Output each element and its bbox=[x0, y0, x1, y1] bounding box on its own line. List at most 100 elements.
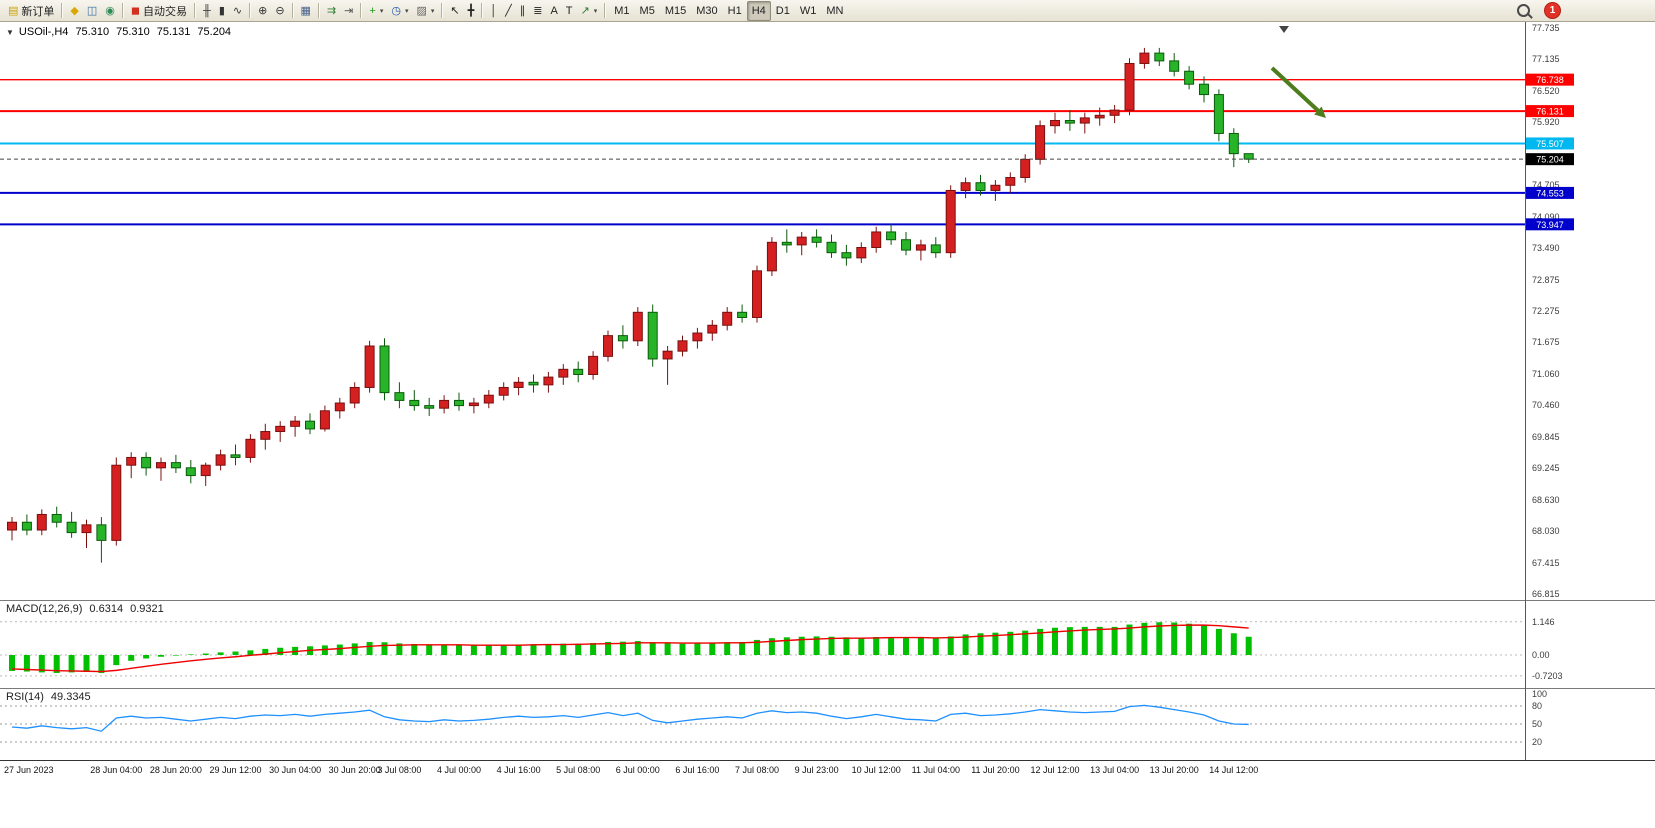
auto-scroll-icon: ⇉ bbox=[326, 4, 337, 17]
chart-shift-marker[interactable] bbox=[1279, 26, 1289, 33]
macd-histogram-bar bbox=[456, 645, 462, 655]
macd-histogram-bar bbox=[262, 648, 269, 655]
ohlc-close: 75.204 bbox=[197, 26, 232, 38]
macd-histogram-bar bbox=[232, 651, 239, 655]
indicators-button[interactable]: + ▾ bbox=[365, 2, 387, 20]
candle bbox=[930, 237, 941, 258]
arrows-icon: ↗ bbox=[580, 4, 590, 17]
vertical-line-button[interactable]: │ bbox=[486, 2, 501, 20]
rsi-scale-label: 100 bbox=[1532, 689, 1547, 699]
text-button[interactable]: A bbox=[546, 2, 561, 20]
macd-histogram-bar bbox=[605, 641, 611, 655]
macd-histogram-bar bbox=[1171, 622, 1178, 655]
candle bbox=[126, 452, 137, 479]
time-axis-label: 30 Jun 20:00 bbox=[329, 765, 381, 775]
bar-chart-button[interactable]: ╫ bbox=[199, 2, 215, 20]
candle bbox=[1243, 153, 1254, 163]
zoom-in-button[interactable]: ⊕ bbox=[254, 2, 271, 20]
time-axis-label: 14 Jul 12:00 bbox=[1209, 765, 1258, 775]
candle bbox=[707, 320, 718, 341]
trend-arrow-annotation[interactable] bbox=[1270, 66, 1326, 118]
candle bbox=[1020, 154, 1031, 183]
navigator-button[interactable]: ◉ bbox=[101, 2, 119, 20]
timeframe-m15[interactable]: M15 bbox=[664, 4, 687, 17]
candle bbox=[1005, 172, 1016, 194]
time-axis-label: 28 Jun 04:00 bbox=[90, 765, 142, 775]
macd-histogram-bar bbox=[634, 641, 641, 655]
macd-histogram-bar bbox=[739, 641, 746, 655]
timeframe-m1[interactable]: M1 bbox=[614, 4, 630, 17]
toolbar-left-groups: ▤ 新订单 ◆ ◫ ◉ ◼ 自动交易 ╫ ▮ ∿ ⊕ ⊖ ▦ ⇉ ⇥ + ▾ ◷ ▾ ▨ ▾ ↖ ╋ │ ╱ ∥ ≣ A T ↗ ▾ M1 M5… bbox=[4, 0, 848, 22]
candle bbox=[528, 374, 539, 393]
price-axis-label: 72.875 bbox=[1532, 275, 1560, 285]
periods-button[interactable]: ◷ ▾ bbox=[387, 2, 412, 20]
price-axis-label: 68.030 bbox=[1532, 526, 1560, 536]
notification-badge[interactable]: 1 bbox=[1544, 2, 1561, 19]
candle bbox=[185, 460, 196, 484]
auto-trading-button[interactable]: ◼ 自动交易 bbox=[127, 2, 191, 20]
one-click-trading-expand-icon[interactable]: ▼ bbox=[6, 27, 14, 37]
tile-windows-button[interactable]: ▦ bbox=[297, 2, 315, 20]
auto-trading-button-label: 自动交易 bbox=[143, 5, 188, 18]
macd-histogram-bar bbox=[1096, 626, 1103, 655]
timeframe-h1[interactable]: H1 bbox=[727, 4, 742, 17]
channel-button[interactable]: ∥ bbox=[516, 2, 530, 20]
rsi-header: RSI(14) 49.3345 bbox=[6, 691, 91, 703]
arrows-button[interactable]: ↗ ▾ bbox=[577, 2, 602, 20]
candle bbox=[573, 361, 584, 383]
timeframe-w1[interactable]: W1 bbox=[799, 4, 817, 17]
rsi-scale-label: 50 bbox=[1532, 719, 1542, 729]
fibonacci-button[interactable]: ≣ bbox=[529, 2, 546, 20]
label-button[interactable]: T bbox=[562, 2, 577, 20]
zoom-out-button[interactable]: ⊖ bbox=[271, 2, 288, 20]
auto-scroll-button[interactable]: ⇉ bbox=[323, 2, 340, 20]
timeframe-mn[interactable]: MN bbox=[826, 4, 844, 17]
macd-histogram-bar bbox=[783, 637, 790, 655]
new-order-button[interactable]: ▤ 新订单 bbox=[4, 2, 58, 20]
data-window-button[interactable]: ◫ bbox=[83, 2, 101, 20]
macd-histogram-bar bbox=[381, 642, 388, 655]
macd-histogram-bar bbox=[1141, 622, 1148, 655]
timeframe-m30[interactable]: M30 bbox=[696, 4, 718, 17]
candle bbox=[141, 452, 152, 476]
toolbar-separator bbox=[604, 3, 607, 18]
rsi-panel-canvas[interactable]: 100 80 50 20 bbox=[0, 688, 1655, 760]
candle bbox=[1184, 66, 1195, 90]
toolbar-separator bbox=[61, 3, 64, 18]
candle bbox=[200, 462, 211, 486]
candle bbox=[975, 174, 986, 196]
price-axis-label: 73.490 bbox=[1532, 243, 1560, 253]
price-chart-canvas[interactable]: 77.735 77.135 76.520 75.920 74.705 74.090 73.4… bbox=[0, 22, 1655, 600]
macd-histogram-bar bbox=[1081, 626, 1088, 655]
chart-shift-button[interactable]: ⇥ bbox=[340, 2, 357, 20]
search-icon[interactable] bbox=[1517, 4, 1530, 17]
timeframe-m5[interactable]: M5 bbox=[639, 4, 655, 17]
crosshair-button[interactable]: ╋ bbox=[464, 2, 479, 20]
macd-histogram-bar bbox=[1126, 624, 1133, 655]
macd-histogram-bar bbox=[1052, 627, 1058, 655]
price-axis-label: 67.415 bbox=[1532, 558, 1560, 568]
macd-main-value: 0.6314 bbox=[89, 603, 124, 615]
time-axis-label: 11 Jul 04:00 bbox=[912, 765, 960, 775]
macd-histogram-bar bbox=[515, 644, 522, 655]
macd-histogram-bar bbox=[649, 642, 656, 655]
toolbar-right-cluster: 1 bbox=[1517, 2, 1561, 19]
price-marker-76.738: 76.738 bbox=[1526, 73, 1574, 86]
timeframe-d1[interactable]: D1 bbox=[775, 4, 790, 17]
trendline-button[interactable]: ╱ bbox=[501, 2, 516, 20]
templates-button[interactable]: ▨ ▾ bbox=[412, 2, 438, 20]
cursor-button[interactable]: ↖ bbox=[446, 2, 463, 20]
time-axis-label: 6 Jul 16:00 bbox=[675, 765, 719, 775]
line-chart-button[interactable]: ∿ bbox=[229, 2, 246, 20]
macd-histogram-bar bbox=[590, 643, 597, 655]
candlestick-chart-button[interactable]: ▮ bbox=[215, 2, 229, 20]
macd-histogram-bar bbox=[1245, 636, 1252, 655]
timeframe-h4[interactable]: H4 bbox=[746, 0, 771, 21]
time-axis-label: 13 Jul 20:00 bbox=[1150, 765, 1199, 775]
time-axis[interactable]: 27 Jun 2023 28 Jun 04:00 28 Jun 20:00 29 Ju… bbox=[0, 760, 1655, 780]
macd-panel-canvas[interactable]: 1.146 0.00 -0.7203 bbox=[0, 600, 1655, 688]
toolbar-separator bbox=[481, 3, 484, 18]
market-watch-button[interactable]: ◆ bbox=[66, 2, 82, 20]
toolbar-separator bbox=[249, 3, 252, 18]
dropdown-caret-icon: ▾ bbox=[404, 7, 409, 15]
